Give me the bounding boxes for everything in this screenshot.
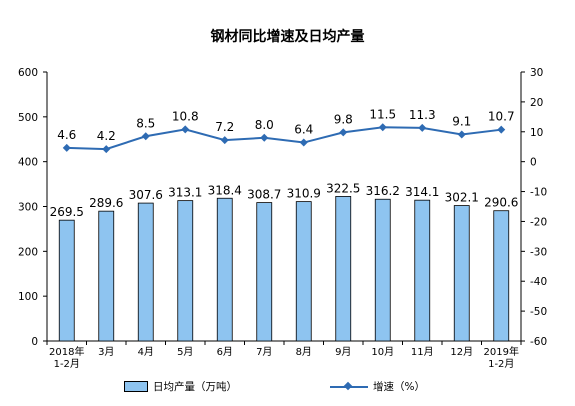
line-point xyxy=(378,123,387,132)
y-right-tick-label: 0 xyxy=(530,157,537,169)
bar-data-label: 307.6 xyxy=(129,188,163,202)
line-point xyxy=(181,125,190,134)
x-tick-label: 10月 xyxy=(371,346,394,358)
y-right-tick-label: -10 xyxy=(530,187,547,199)
line-point xyxy=(497,125,506,134)
y-right-tick-label: -30 xyxy=(530,246,547,258)
bar xyxy=(98,210,115,342)
line-point xyxy=(299,138,308,147)
line-data-label: 10.8 xyxy=(172,109,199,123)
growth-line xyxy=(66,126,502,151)
bar-data-label: 322.5 xyxy=(326,181,360,195)
bar xyxy=(177,200,194,342)
line-point xyxy=(141,132,150,141)
legend-bar-swatch xyxy=(124,381,148,392)
bar xyxy=(216,197,233,342)
legend-line-swatch xyxy=(330,381,368,392)
line-data-label: 4.2 xyxy=(97,129,116,143)
y-left-tick-label: 100 xyxy=(18,291,38,303)
x-tick-label: 8月 xyxy=(296,346,312,358)
line-data-label: 6.4 xyxy=(294,123,313,137)
line-point xyxy=(260,133,269,142)
y-left-tick-label: 300 xyxy=(18,202,38,214)
x-tick-label: 11月 xyxy=(411,346,434,358)
bar xyxy=(58,219,75,342)
x-tick-label: 3月 xyxy=(98,346,114,358)
line-point xyxy=(62,143,71,152)
y-left-tick-label: 0 xyxy=(31,336,38,348)
y-left-tick-label: 600 xyxy=(18,67,38,79)
bar-data-label: 314.1 xyxy=(405,185,439,199)
bar xyxy=(335,196,352,342)
legend-line-label: 增速（%） xyxy=(373,381,425,393)
line-data-label: 10.7 xyxy=(488,110,515,124)
line-data-label: 9.8 xyxy=(334,112,353,126)
legend-line-entry: 增速（%） xyxy=(330,379,425,394)
y-right-tick-label: -20 xyxy=(530,216,547,228)
y-right-tick-label: 20 xyxy=(530,97,543,109)
bar-data-label: 310.9 xyxy=(287,187,321,201)
line-point xyxy=(102,145,111,154)
bar xyxy=(137,202,154,342)
bar-data-label: 308.7 xyxy=(247,188,281,202)
line-data-label: 7.2 xyxy=(215,120,234,134)
y-right-tick-label: 30 xyxy=(530,67,543,79)
y-left-tick-label: 400 xyxy=(18,157,38,169)
y-left-tick-label: 500 xyxy=(18,112,38,124)
x-tick-label: 4月 xyxy=(138,346,154,358)
bar-data-label: 316.2 xyxy=(366,184,400,198)
y-left-tick-label: 200 xyxy=(18,246,38,258)
y-right-tick-label: -60 xyxy=(530,336,547,348)
line-point xyxy=(457,130,466,139)
line-point xyxy=(418,123,427,132)
legend-bar-entry: 日均产量（万吨） xyxy=(124,379,237,394)
bar-data-label: 318.4 xyxy=(208,183,242,197)
bar-data-label: 313.1 xyxy=(168,186,202,200)
line-data-label: 4.6 xyxy=(57,128,76,142)
line-data-label: 11.3 xyxy=(409,108,436,122)
bar-data-label: 269.5 xyxy=(50,205,84,219)
legend-bar-label: 日均产量（万吨） xyxy=(153,381,237,393)
bar xyxy=(256,202,273,342)
bar-data-label: 290.6 xyxy=(484,196,518,210)
line-point xyxy=(339,128,348,137)
x-tick-label: 9月 xyxy=(335,346,351,358)
x-tick-label: 2018年 1-2月 xyxy=(49,345,84,370)
bar-data-label: 289.6 xyxy=(89,196,123,210)
line-data-label: 11.5 xyxy=(369,107,396,121)
bar xyxy=(295,201,312,342)
line-data-label: 8.5 xyxy=(136,116,155,130)
x-tick-label: 5月 xyxy=(177,346,193,358)
y-right-tick-label: -50 xyxy=(530,306,547,318)
line-point xyxy=(220,136,229,145)
chart-title: 钢材同比增速及日均产量 xyxy=(210,29,365,45)
x-tick-label: 6月 xyxy=(217,346,233,358)
bar xyxy=(374,198,391,342)
bar xyxy=(414,199,431,342)
y-right-tick-label: 10 xyxy=(530,127,543,139)
y-right-tick-label: -40 xyxy=(530,276,547,288)
line-data-label: 9.1 xyxy=(452,114,471,128)
bar xyxy=(453,205,470,342)
bar-data-label: 302.1 xyxy=(445,191,479,205)
x-tick-label: 2019年 1-2月 xyxy=(484,345,519,370)
x-tick-label: 7月 xyxy=(256,346,272,358)
bar xyxy=(493,210,510,342)
line-data-label: 8.0 xyxy=(255,118,274,132)
x-tick-label: 12月 xyxy=(450,346,473,358)
